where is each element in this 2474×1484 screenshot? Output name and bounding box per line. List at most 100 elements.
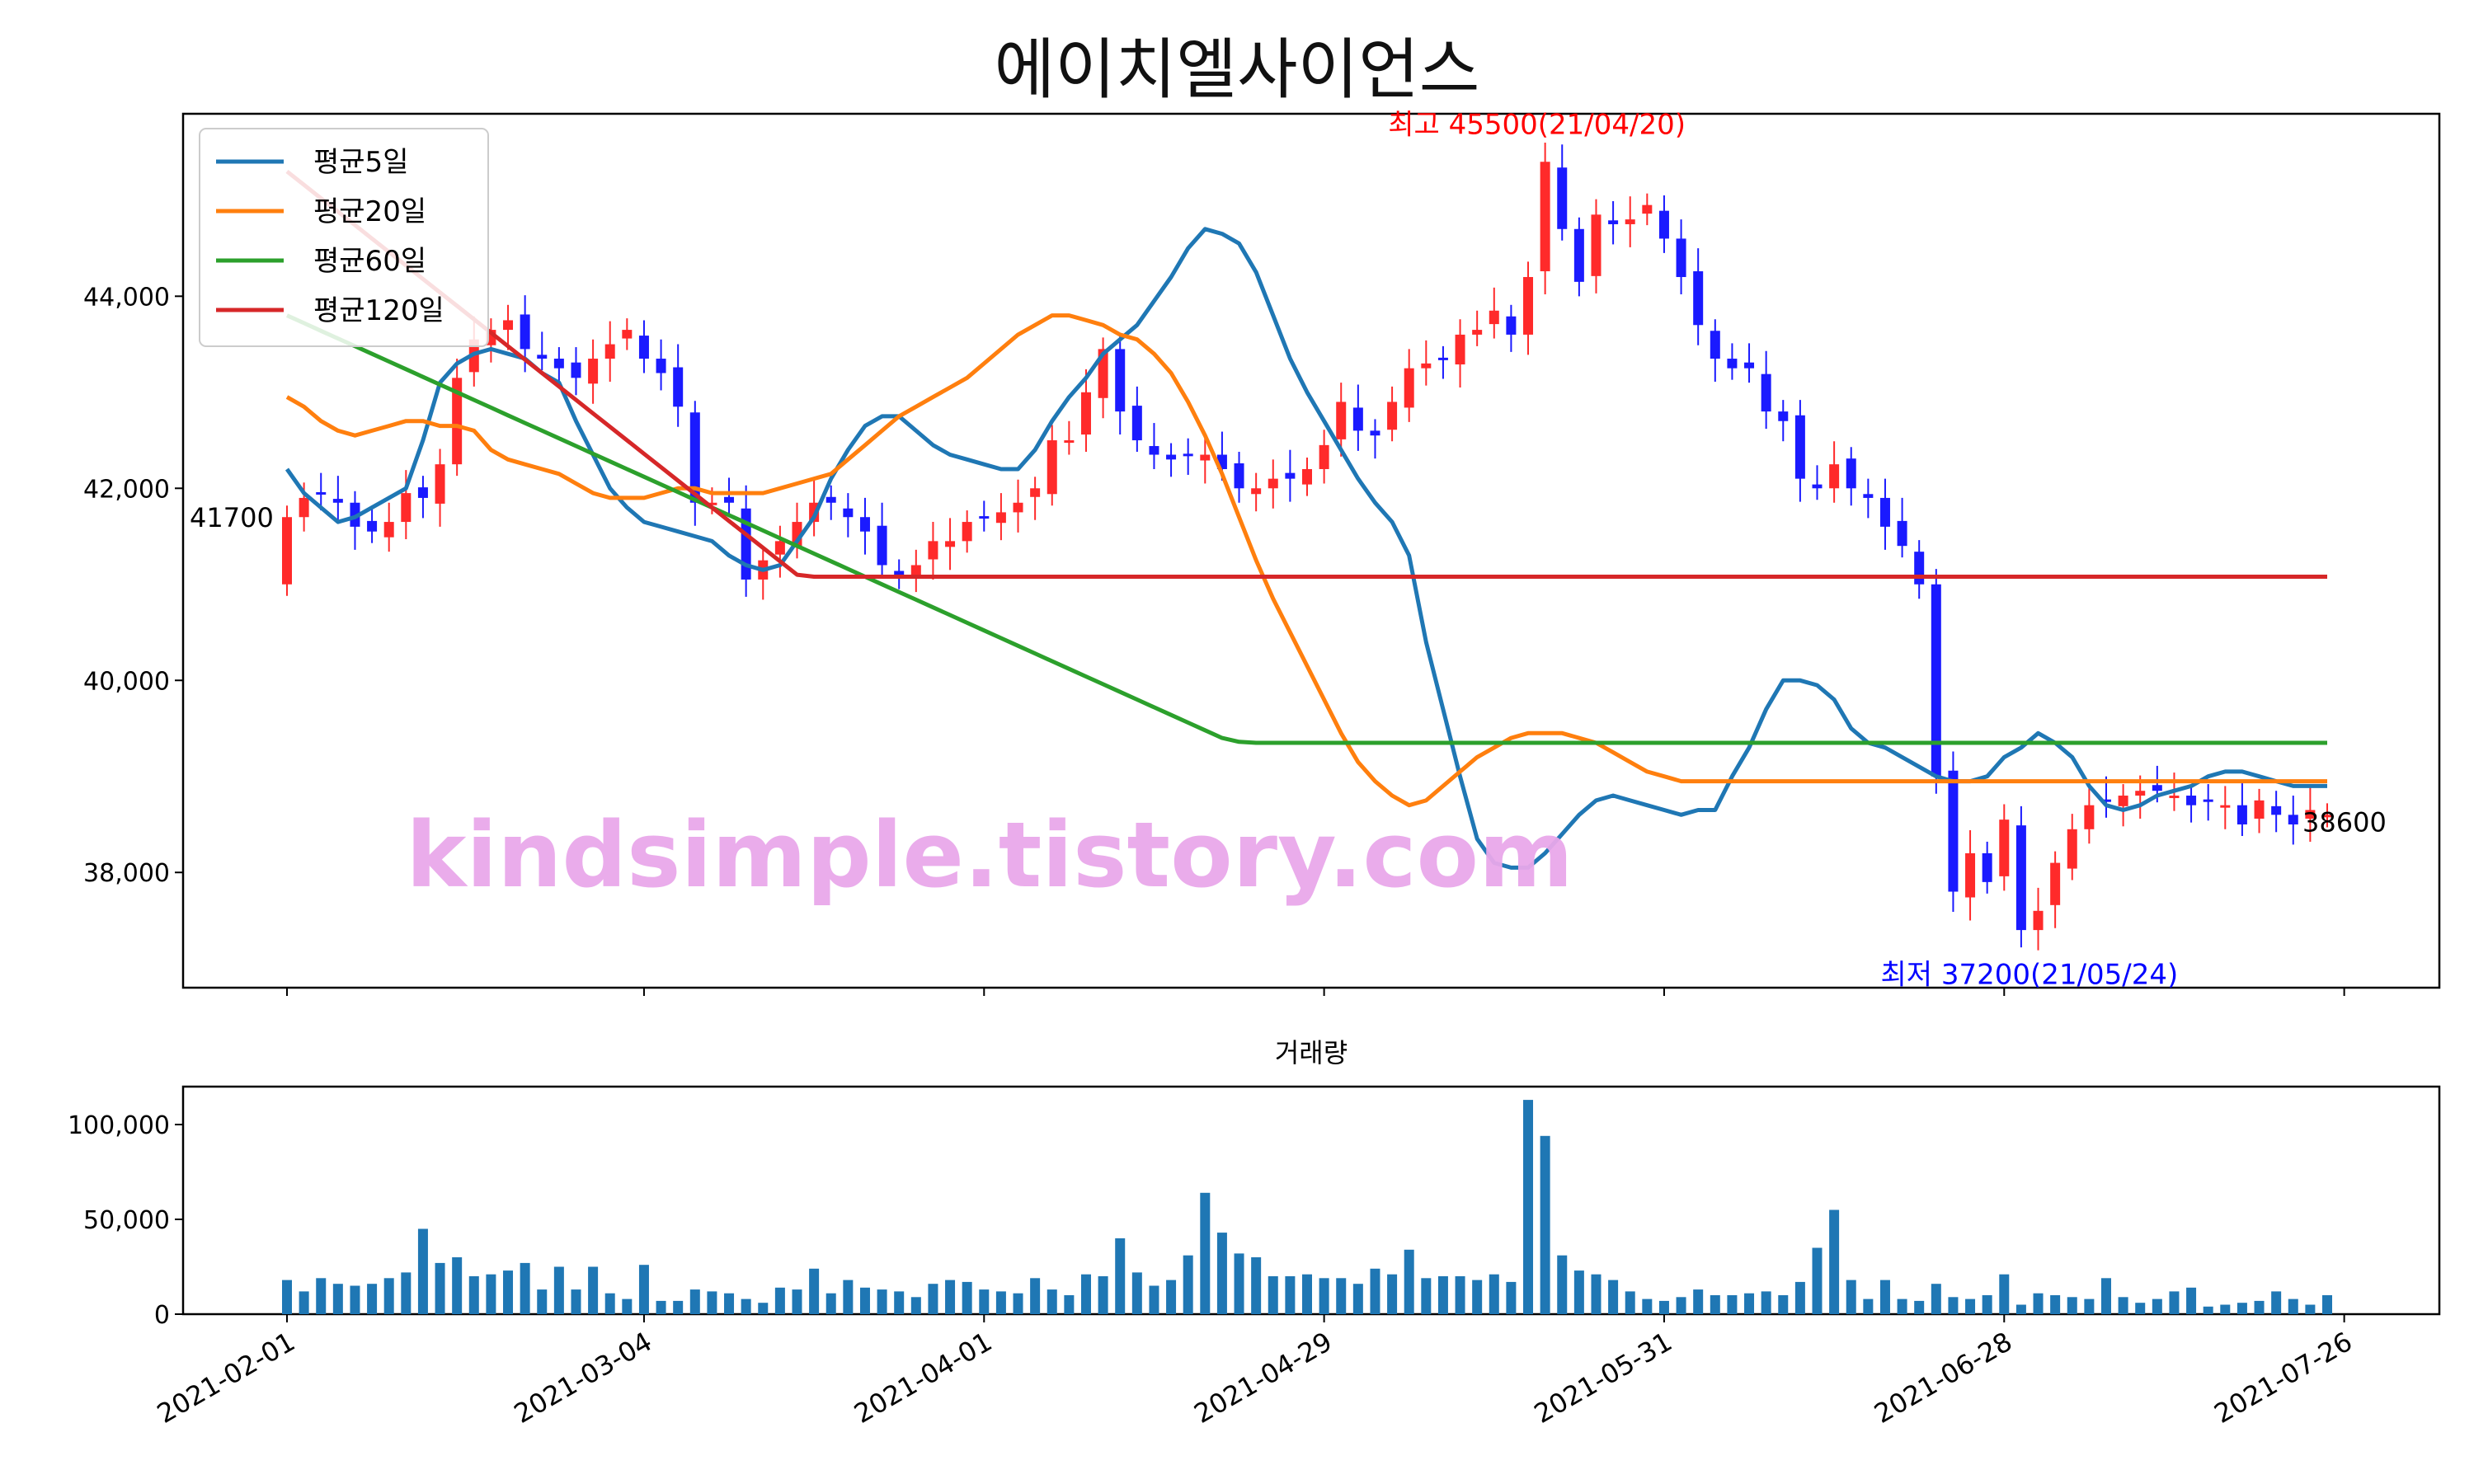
candle-body <box>2050 862 2061 905</box>
volume-bar <box>741 1298 751 1314</box>
volume-bar <box>1472 1280 1483 1314</box>
candle-body <box>350 502 360 527</box>
candle-body <box>1642 204 1653 214</box>
volume-bar <box>673 1300 684 1314</box>
low-annotation: 최저 37200(21/05/24) <box>1881 958 2179 991</box>
volume-bar <box>1608 1280 1619 1314</box>
legend-label: 평균5일 <box>313 146 408 179</box>
candle-body <box>1523 277 1534 335</box>
volume-bar <box>1404 1249 1414 1314</box>
volume-bar <box>316 1278 327 1314</box>
candle-body <box>1863 494 1874 498</box>
volume-bar <box>2271 1291 2282 1314</box>
volume-bar <box>401 1272 412 1314</box>
volume-panel: 0 50,000 100,000 거래량 <box>68 1037 2441 1330</box>
y-tick-label: 44,000 <box>83 283 170 312</box>
volume-bar <box>1829 1209 1840 1314</box>
volume-bar <box>1013 1293 1023 1314</box>
candle-body <box>571 362 581 378</box>
candle-body <box>622 330 633 339</box>
volume-bar <box>1268 1276 1278 1314</box>
candle-body <box>638 336 649 359</box>
volume-bar <box>656 1300 666 1314</box>
candle-body <box>945 541 956 547</box>
last-price-label: 38600 <box>2302 806 2387 838</box>
candle-body <box>962 522 972 542</box>
volume-bar <box>1200 1192 1211 1314</box>
candle-body <box>1573 228 1584 282</box>
volume-bar <box>877 1289 887 1314</box>
candle-body <box>1693 271 1704 326</box>
volume-bar <box>1387 1274 1398 1314</box>
price-axes-frame <box>181 112 2441 989</box>
candle-body <box>1829 464 1840 489</box>
candle-body <box>843 508 854 518</box>
volume-y-tick-label: 100,000 <box>68 1111 170 1140</box>
first-price-label: 41700 <box>190 502 274 533</box>
volume-bar <box>1676 1297 1686 1314</box>
candle-body <box>1506 316 1517 335</box>
volume-bar <box>1540 1135 1550 1314</box>
candle-body <box>724 496 735 503</box>
volume-bar <box>2067 1297 2077 1314</box>
price-panel: 38,000 40,000 42,000 44,000 최고 45500(21/04/2… <box>83 109 2441 991</box>
volume-bar <box>1863 1298 1874 1314</box>
candle-body <box>1370 430 1380 436</box>
candle-body <box>2236 805 2247 824</box>
volume-bar <box>383 1278 394 1314</box>
candle-body <box>1472 330 1483 335</box>
volume-bar <box>2220 1304 2231 1314</box>
candle-body <box>2100 799 2111 802</box>
volume-bar <box>350 1285 360 1314</box>
candle-body <box>435 464 445 504</box>
volume-bar <box>1778 1295 1789 1314</box>
volume-bar <box>282 1280 292 1314</box>
candle-body <box>1166 454 1177 460</box>
candle-body <box>1658 210 1669 239</box>
candle-body <box>604 344 615 359</box>
x-tick-label: 2021-06-28 <box>1869 1326 2017 1430</box>
candle-body <box>1948 770 1959 892</box>
volume-bar <box>332 1284 343 1314</box>
volume-bar <box>1352 1284 1363 1314</box>
volume-bar <box>758 1303 769 1314</box>
candle-body <box>417 487 428 498</box>
volume-y-tick-label: 50,000 <box>83 1206 170 1235</box>
volume-bar <box>1098 1276 1108 1314</box>
y-tick-label: 38,000 <box>83 859 170 888</box>
candle-body <box>1455 334 1465 365</box>
candle-body <box>1251 488 1262 495</box>
candle-body <box>1812 484 1823 489</box>
candle-body <box>673 367 684 407</box>
candle-body <box>1200 454 1211 461</box>
candle-body <box>910 565 921 575</box>
ma-line <box>285 313 2327 808</box>
volume-bar <box>774 1287 785 1314</box>
volume-bar <box>1897 1298 1907 1314</box>
volume-bar <box>1455 1276 1465 1314</box>
candle-body <box>1336 402 1347 439</box>
candle-body <box>383 522 394 538</box>
candle-body <box>1710 331 1720 359</box>
candle-body <box>1013 502 1023 513</box>
volume-bar <box>1166 1280 1177 1314</box>
volume-bar <box>2186 1287 2197 1314</box>
watermark: kindsimple.tistory.com <box>406 802 1573 908</box>
volume-bar <box>843 1280 854 1314</box>
candle-body <box>1794 415 1805 479</box>
candle-body <box>2118 796 2128 806</box>
volume-bar <box>1115 1238 1126 1314</box>
volume-bar <box>2254 1300 2265 1314</box>
volume-bar <box>1437 1276 1448 1314</box>
volume-bar <box>604 1293 615 1314</box>
volume-bar <box>2100 1278 2111 1314</box>
volume-bar <box>1370 1268 1380 1314</box>
volume-bar <box>588 1266 599 1314</box>
volume-bar <box>945 1280 956 1314</box>
candle-body <box>1999 819 2010 876</box>
volume-bar <box>979 1289 990 1314</box>
candle-body <box>1761 373 1771 412</box>
x-tick-label: 2021-03-04 <box>509 1326 657 1430</box>
volume-y-tick-label: 0 <box>154 1301 170 1330</box>
candle-body <box>1914 552 1925 585</box>
